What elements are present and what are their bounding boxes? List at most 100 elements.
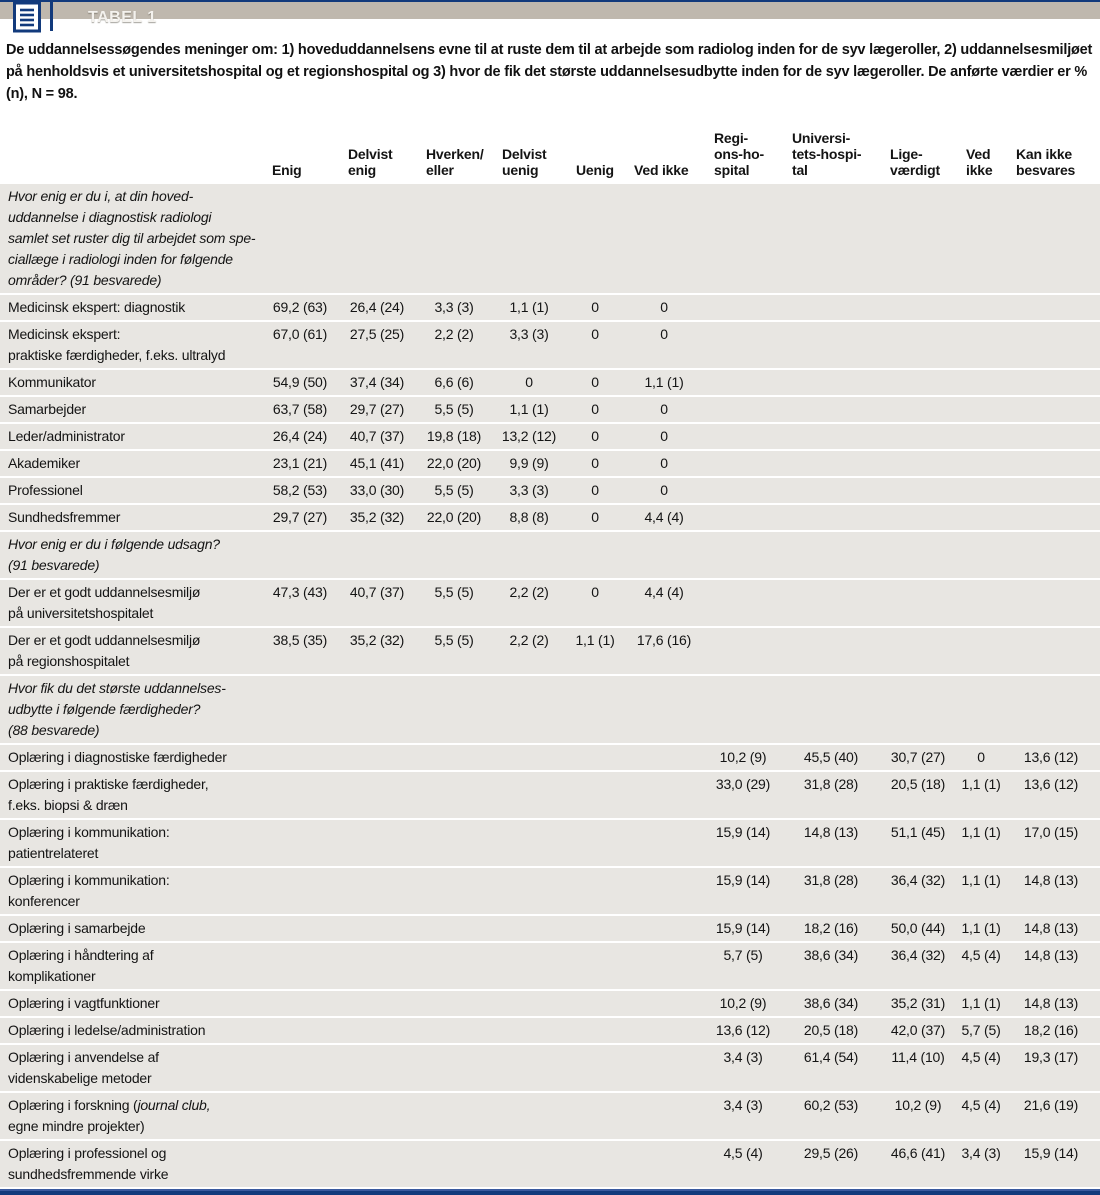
cell: 40,7 (37) [349, 584, 405, 601]
cell: 0 [591, 299, 599, 316]
cell [416, 1143, 492, 1185]
table-row: Oplæring i kommunikation: patientrelater… [0, 820, 1100, 867]
column-header-delvist-uenig: Delvist uenig [502, 146, 547, 179]
cell: 0 [660, 482, 668, 499]
column-header-universitetshospital: Universi- tets-hospi- tal [792, 130, 862, 179]
cell [262, 1143, 338, 1185]
cell: 1,1 (1) [961, 872, 1001, 889]
row-label: Akademiker [8, 455, 80, 472]
cell: 0 [591, 455, 599, 472]
cell: 14,8 (13) [1023, 995, 1079, 1012]
section-heading-row: Hvor enig er du i følgende udsagn? (91 b… [0, 532, 1100, 579]
section-heading: Hvor enig er du i følgende udsagn? (91 b… [8, 536, 220, 574]
cell [624, 918, 704, 939]
titlebar-divider [50, 0, 53, 31]
cell: 42,0 (37) [890, 1022, 946, 1039]
cell [956, 426, 1006, 447]
row-label: Oplæring i håndtering af komplikationer [8, 947, 154, 985]
cell: 15,9 (14) [715, 872, 771, 889]
row-label: Oplæring i praktiske færdigheder, f.eks.… [8, 776, 209, 814]
cell: 63,7 (58) [272, 401, 328, 418]
cell [416, 1020, 492, 1041]
cell: 67,0 (61) [272, 326, 328, 343]
cell [416, 774, 492, 816]
cell [416, 1047, 492, 1089]
cell: 50,0 (44) [890, 920, 946, 937]
table-row: Der er et godt uddannelsesmiljø på regio… [0, 628, 1100, 675]
row-label: Medicinsk ekspert: diagnostik [8, 299, 186, 316]
cell [956, 630, 1006, 672]
cell: 1,1 (1) [961, 776, 1001, 793]
cell [880, 426, 956, 447]
cell [956, 453, 1006, 474]
cell [704, 399, 782, 420]
cell [704, 324, 782, 366]
table-row: Der er et godt uddannelsesmiljø på unive… [0, 580, 1100, 627]
cell: 22,0 (20) [426, 455, 482, 472]
cell [624, 1095, 704, 1137]
cell: 0 [591, 401, 599, 418]
cell: 14,8 (13) [1023, 872, 1079, 889]
cell: 10,2 (9) [719, 995, 767, 1012]
cell [338, 774, 416, 816]
cell [262, 993, 338, 1014]
cell [1006, 582, 1096, 624]
cell [416, 1095, 492, 1137]
column-header-hverken-eller: Hverken/ eller [426, 146, 484, 179]
cell [624, 1047, 704, 1089]
cell [566, 822, 624, 864]
row-label: Oplæring i forskning (journal club, egne… [8, 1097, 211, 1135]
cell: 61,4 (54) [803, 1049, 859, 1066]
cell: 4,4 (4) [644, 584, 684, 601]
cell: 20,5 (18) [803, 1022, 859, 1039]
cell [782, 426, 880, 447]
column-header-ligevaerdigt: Lige- værdigt [890, 146, 940, 179]
cell: 1,1 (1) [509, 299, 549, 316]
cell: 0 [660, 428, 668, 445]
table-title: TABEL 1 [88, 8, 157, 26]
table-row: Oplæring i ledelse/administration 13,6 (1… [0, 1018, 1100, 1044]
cell: 3,3 (3) [509, 482, 549, 499]
cell [566, 1143, 624, 1185]
cell [416, 945, 492, 987]
cell [782, 453, 880, 474]
cell: 1,1 (1) [961, 920, 1001, 937]
table-row: Oplæring i anvendelse af videnskabelige … [0, 1045, 1100, 1092]
cell: 38,6 (34) [803, 995, 859, 1012]
cell [1006, 297, 1096, 318]
cell [338, 918, 416, 939]
cell: 13,2 (12) [501, 428, 557, 445]
row-label: Der er et godt uddannelsesmiljø på unive… [8, 584, 201, 622]
row-label: Oplæring i vagtfunktioner [8, 995, 160, 1012]
cell: 13,6 (12) [715, 1022, 771, 1039]
cell: 29,7 (27) [349, 401, 405, 418]
table-row: Sundhedsfremmer 29,7 (27) 35,2 (32) 22,0 (2… [0, 505, 1100, 531]
row-label: Der er et godt uddannelsesmiljø på regio… [8, 632, 201, 670]
cell: 5,5 (5) [434, 632, 474, 649]
cell [1006, 453, 1096, 474]
cell: 54,9 (50) [272, 374, 328, 391]
cell: 15,9 (14) [715, 920, 771, 937]
cell [624, 774, 704, 816]
cell [338, 1095, 416, 1137]
cell: 30,7 (27) [890, 749, 946, 766]
cell: 58,2 (53) [272, 482, 328, 499]
cell: 0 [591, 584, 599, 601]
cell: 3,4 (3) [723, 1049, 763, 1066]
cell: 33,0 (29) [715, 776, 771, 793]
cell [624, 945, 704, 987]
cell [566, 945, 624, 987]
cell [416, 870, 492, 912]
cell [566, 774, 624, 816]
cell: 22,0 (20) [426, 509, 482, 526]
cell [880, 507, 956, 528]
column-header-kan-ikke-besvares: Kan ikke besvares [1016, 146, 1076, 179]
cell [492, 945, 566, 987]
cell: 4,5 (4) [961, 947, 1001, 964]
cell [782, 630, 880, 672]
cell: 13,6 (12) [1023, 749, 1079, 766]
row-label: Sundhedsfremmer [8, 509, 121, 526]
cell [782, 399, 880, 420]
cell [262, 1020, 338, 1041]
